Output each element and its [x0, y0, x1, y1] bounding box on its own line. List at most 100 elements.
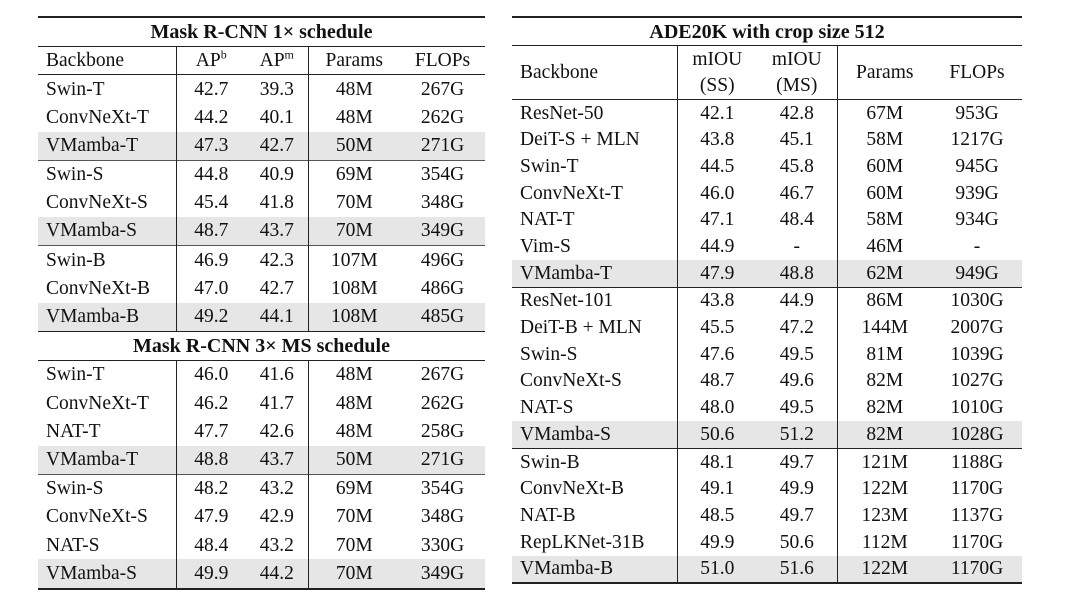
cell-backbone: ResNet-50 — [512, 99, 678, 127]
cell-ap-b: 48.2 — [194, 478, 229, 500]
cell-backbone: ConvNeXt-T — [38, 103, 177, 132]
cell-miou-ss: 42.1 — [700, 102, 735, 124]
cell-ap-b: 44.8 — [194, 164, 229, 186]
cell-flops: 1027G — [950, 370, 1004, 392]
cell-flops: 262G — [420, 106, 465, 128]
cell-flops: 1170G — [932, 555, 1022, 584]
cell-miou-ms: 49.5 — [757, 394, 838, 422]
cell-flops: 1010G — [950, 397, 1004, 419]
cell-ap-m: 40.9 — [246, 160, 309, 189]
table-title-row: Mask R-CNN 1× schedule — [38, 17, 485, 47]
cell-miou-ss: 45.5 — [700, 317, 735, 339]
table-row: RepLKNet-31B 49.9 50.6 112M 1170G — [512, 529, 1022, 556]
cell-params: 70M — [335, 506, 373, 528]
cell-params: 82M — [866, 397, 904, 419]
cell-ap-b: 46.0 — [194, 364, 229, 386]
cell-params: 108M — [330, 277, 378, 299]
cell-params: 86M — [866, 290, 904, 312]
cell-miou-ss: 44.5 — [700, 155, 735, 177]
cell-params: 70M — [335, 192, 373, 214]
cell-ap-m: 44.1 — [246, 302, 309, 332]
cell-params: 69M — [335, 164, 373, 186]
cell-miou-ss: 47.9 — [677, 260, 757, 288]
table-row: VMamba-B 49.2 44.1 108M 485G — [38, 302, 485, 332]
cell-ap-b: 46.2 — [194, 392, 229, 414]
cell-miou-ms: 48.8 — [757, 260, 838, 288]
cell-miou-ms: 48.4 — [757, 206, 838, 234]
cell-ap-m: 42.7 — [246, 131, 309, 161]
header-ap-m-base: AP — [259, 49, 285, 71]
cell-params: 122M — [837, 555, 932, 584]
cell-miou-ss: 43.8 — [700, 290, 735, 312]
cell-flops: 1028G — [932, 421, 1022, 449]
cell-ap-m: 42.3 — [246, 245, 309, 275]
cell-backbone: ConvNeXt-B — [38, 274, 177, 303]
table-row: ConvNeXt-B 47.0 42.7 108M 486G — [38, 274, 485, 303]
table-row: ConvNeXt-S 48.7 49.6 82M 1027G — [512, 367, 1022, 395]
cell-params: 69M — [335, 478, 373, 500]
table-row: ResNet-101 43.8 44.9 86M 1030G — [512, 287, 1022, 315]
cell-backbone: ConvNeXt-S — [512, 367, 678, 395]
cell-backbone: VMamba-S — [38, 559, 177, 589]
cell-flops: 267G — [420, 364, 465, 386]
cell-ap-m: 41.7 — [246, 389, 309, 418]
cell-flops: 1217G — [950, 129, 1004, 151]
table-row: NAT-T 47.1 48.4 58M 934G — [512, 206, 1022, 234]
table-row: NAT-T 47.7 42.6 48M 258G — [38, 417, 485, 446]
cell-miou-ss: 47.1 — [700, 209, 735, 231]
table-title-row: ADE20K with crop size 512 — [512, 17, 1022, 46]
cell-params: 48M — [335, 106, 373, 128]
header-ap-b-base: AP — [195, 49, 221, 71]
table-row: ConvNeXt-B 49.1 49.9 122M 1170G — [512, 475, 1022, 503]
cell-backbone: VMamba-S — [38, 217, 177, 246]
cell-backbone: Swin-T — [512, 153, 678, 181]
table-row: ResNet-50 42.1 42.8 67M 953G — [512, 99, 1022, 127]
table-row: ConvNeXt-S 45.4 41.8 70M 348G — [38, 188, 485, 218]
cell-flops: 262G — [420, 392, 465, 414]
table-row: Swin-B 46.9 42.3 107M 496G — [38, 245, 485, 275]
cell-params: 122M — [861, 478, 909, 500]
cell-ap-m: 43.7 — [246, 217, 309, 246]
cell-ap-b: 47.0 — [194, 277, 229, 299]
cell-backbone: VMamba-T — [38, 445, 177, 475]
cell-miou-ms: 49.7 — [757, 448, 838, 476]
cell-flops: 349G — [400, 217, 485, 246]
cell-backbone: ResNet-101 — [512, 287, 678, 315]
cell-backbone: NAT-B — [512, 502, 678, 529]
cell-miou-ms: 46.7 — [757, 180, 838, 207]
cell-params: 82M — [837, 421, 932, 449]
cell-flops: 258G — [420, 420, 465, 442]
table-row: DeiT-B + MLN 45.5 47.2 144M 2007G — [512, 314, 1022, 342]
table-row: VMamba-T 47.3 42.7 50M 271G — [38, 131, 485, 161]
cell-params: 82M — [866, 370, 904, 392]
cell-flops: 271G — [400, 131, 485, 161]
cell-ap-m: 39.3 — [246, 74, 309, 104]
cell-miou-ss: 51.0 — [677, 555, 757, 584]
table-row: VMamba-T 48.8 43.7 50M 271G — [38, 445, 485, 475]
cell-ap-b: 42.7 — [194, 78, 229, 100]
header-ap-b: APb — [176, 47, 246, 75]
cell-miou-ss: 46.0 — [700, 182, 735, 204]
table-row: DeiT-S + MLN 43.8 45.1 58M 1217G — [512, 126, 1022, 154]
cell-miou-ss: 49.1 — [700, 478, 735, 500]
header-miou-ss-top: mIOU — [692, 48, 743, 70]
cell-backbone: NAT-T — [38, 417, 177, 446]
cell-backbone: Vim-S — [512, 233, 678, 261]
header-params: Params — [325, 49, 383, 71]
table-row: NAT-S 48.0 49.5 82M 1010G — [512, 394, 1022, 422]
header-row: Backbone APb APm Params FLOPs — [38, 46, 485, 75]
header-backbone: Backbone — [512, 45, 678, 100]
cell-miou-ms: 49.6 — [757, 367, 838, 395]
mask-rcnn-3x-title: Mask R-CNN 3× MS schedule — [133, 334, 390, 357]
table-row: ConvNeXt-S 47.9 42.9 70M 348G — [38, 503, 485, 532]
cell-backbone: ConvNeXt-S — [38, 503, 177, 532]
table-row: Swin-T 42.7 39.3 48M 267G — [38, 74, 485, 104]
header-ap-m: APm — [246, 46, 309, 75]
cell-miou-ms: 49.9 — [757, 475, 838, 503]
cell-flops: 354G — [420, 164, 465, 186]
cell-miou-ss: 44.9 — [700, 236, 735, 258]
table-row: Swin-T 46.0 41.6 48M 267G — [38, 360, 485, 390]
cell-flops: 1039G — [950, 343, 1004, 365]
header-row-1: Backbone mIOU mIOU Params FLOPs — [512, 45, 1022, 100]
cell-params: 48M — [335, 420, 373, 442]
